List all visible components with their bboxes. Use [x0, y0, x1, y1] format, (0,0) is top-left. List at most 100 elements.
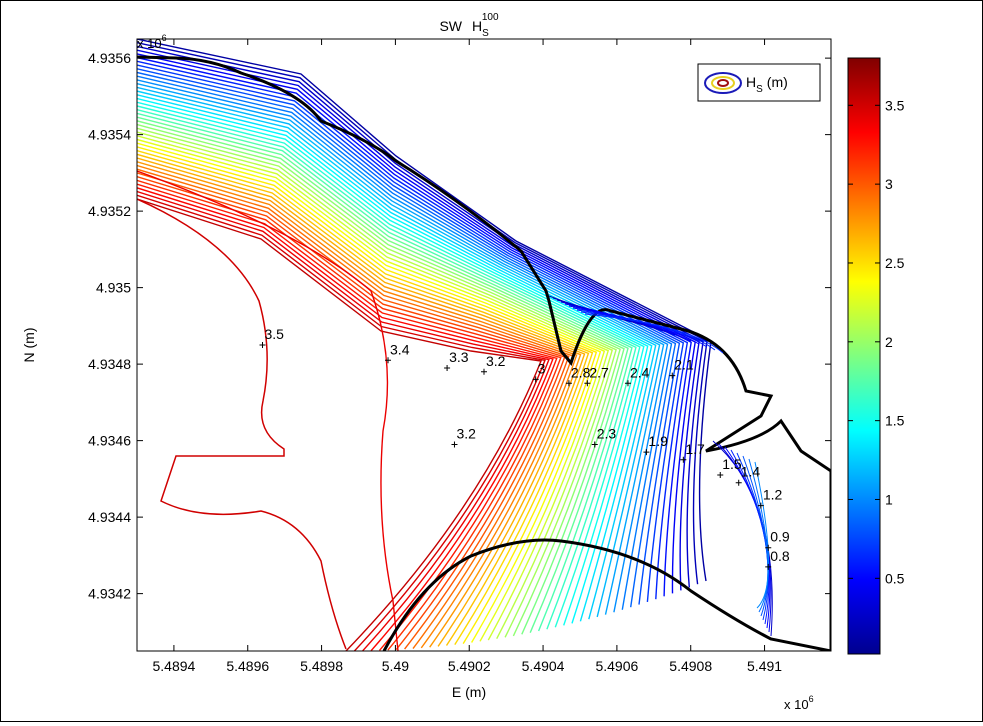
contour-label: 3.2 [481, 353, 506, 375]
contour-line [137, 172, 570, 650]
contour-label-marker [532, 376, 539, 383]
contour-label-text: 2.8 [571, 364, 591, 380]
contour-line [137, 190, 550, 651]
contour-label: 2.3 [591, 425, 617, 448]
contour-label-marker [481, 368, 487, 375]
contour-label-text: 1.9 [648, 433, 668, 449]
contour-label-text: 3.2 [456, 425, 476, 441]
contour-label-text: 2.3 [597, 425, 617, 441]
chart-title: SW HS100 [439, 12, 498, 39]
contour-label-group: 3.5 3.4 3.3 3.2 3 2.82.7 2.4 2.1 3.2 2.3 1.9 1.7 1.5… [259, 326, 790, 570]
y-axis-ticks: 4.9342 4.9344 4.9346 4.9348 4.935 4.9352 4.935… [88, 50, 831, 602]
contour-label: 3 [532, 360, 546, 383]
contour-label-marker [765, 544, 772, 551]
legend-label: HS (m) [746, 74, 788, 95]
contour-line [137, 109, 637, 630]
contour-line [137, 101, 645, 626]
bay-contour [742, 455, 769, 617]
coastline-north [137, 55, 831, 651]
contour-label: 2.8 [565, 364, 591, 387]
contour-label-text: 3.5 [265, 326, 285, 342]
colorbar-tick-label: 0.5 [885, 570, 905, 586]
contour-label-text: 3.4 [390, 341, 410, 357]
contour-line [137, 179, 562, 651]
x-axis-multiplier: x 106 [784, 694, 814, 712]
bay-contour [754, 461, 770, 609]
contour-label-marker [717, 472, 724, 479]
contour-label-text: 0.9 [770, 529, 790, 545]
contour-line [137, 79, 669, 613]
x-axis-ticks: 5.4894 5.4896 5.4898 5.49 5.4902 5.4904 5.4906… [153, 39, 782, 674]
x-tick-label: 5.491 [747, 658, 782, 674]
contour-line [137, 161, 582, 648]
contour-line [137, 198, 542, 651]
contour-label-text: 1.2 [763, 487, 783, 503]
y-tick-label: 4.9346 [88, 433, 131, 449]
contour-label-text: 1.5 [722, 456, 742, 472]
contour-label-text: 3 [538, 360, 546, 376]
legend-box [697, 63, 821, 102]
y-tick-label: 4.935 [96, 280, 131, 296]
contour-label-marker [584, 380, 591, 387]
plot-area: 3.5 3.4 3.3 3.2 3 2.82.7 2.4 2.1 3.2 2.3 1.9 1.7 1.5… [88, 38, 832, 674]
contour-line [137, 135, 610, 641]
x-tick-label: 5.4906 [595, 658, 638, 674]
colorbar-tick-label: 1 [885, 491, 893, 507]
contour-label: 0.8 [765, 548, 790, 570]
y-tick-label: 4.9356 [88, 50, 131, 66]
contour-line [137, 194, 546, 651]
contour-label: 2.1 [669, 357, 694, 379]
contour-label-text: 2.1 [674, 357, 694, 373]
contour-label-text: 3.3 [449, 349, 469, 365]
contour-label-marker [765, 563, 772, 570]
contour-label-text: 3.2 [486, 353, 506, 369]
contour-label: 3.5 [259, 326, 285, 348]
contour-line [137, 82, 665, 615]
bay-contour [748, 458, 769, 613]
contour-label: 2.4 [624, 364, 650, 387]
contour-line-3.4 [137, 170, 399, 651]
contour-line [137, 56, 692, 597]
contour-line [137, 97, 649, 624]
x-tick-label: 5.4908 [669, 658, 712, 674]
contour-line [137, 138, 606, 642]
colorbar-ticks: 0.5 1 1.5 2 2.5 3 3.5 [848, 97, 905, 586]
contour-line [137, 86, 661, 618]
colorbar-tick-label: 1.5 [885, 413, 905, 429]
contour-line [137, 120, 625, 635]
contour-label-marker [735, 479, 742, 486]
contour-line [137, 75, 673, 610]
coastline [137, 55, 831, 651]
contour-label-marker [444, 364, 451, 371]
contour-label-text: 2.7 [589, 364, 609, 380]
contour-line [137, 183, 558, 651]
contour-label-marker [591, 441, 598, 448]
legend-contour-icon-mid [711, 76, 735, 90]
contour-line [137, 153, 590, 646]
x-tick-label: 5.4902 [448, 658, 491, 674]
colorbar-tick-label: 3.5 [885, 97, 905, 113]
y-axis-multiplier: x 106 [137, 33, 167, 51]
plot-background [137, 39, 831, 651]
colorbar-tick-label: 2.5 [885, 255, 905, 271]
colorbar-tick-label: 3 [885, 176, 893, 192]
y-tick-label: 4.9344 [88, 509, 131, 525]
contour-label-text: 1.7 [685, 441, 705, 457]
contour-label: 1.7 [680, 441, 705, 463]
contour-line [137, 164, 578, 649]
contour-line [137, 94, 653, 622]
colorbar: 0.5 1 1.5 2 2.5 3 3.5 [847, 57, 905, 655]
contour-line [137, 53, 696, 594]
contour-label-marker [565, 380, 572, 387]
contour-label-text: 2.4 [630, 364, 650, 380]
contour-line [137, 68, 681, 605]
contour-label-marker [680, 456, 687, 463]
contour-label: 0.9 [765, 529, 790, 551]
x-tick-label: 5.4904 [522, 658, 565, 674]
contour-line [137, 45, 704, 588]
colorbar-tick-label: 2 [885, 334, 893, 350]
contour-line [137, 49, 700, 591]
contour-line [137, 131, 614, 640]
